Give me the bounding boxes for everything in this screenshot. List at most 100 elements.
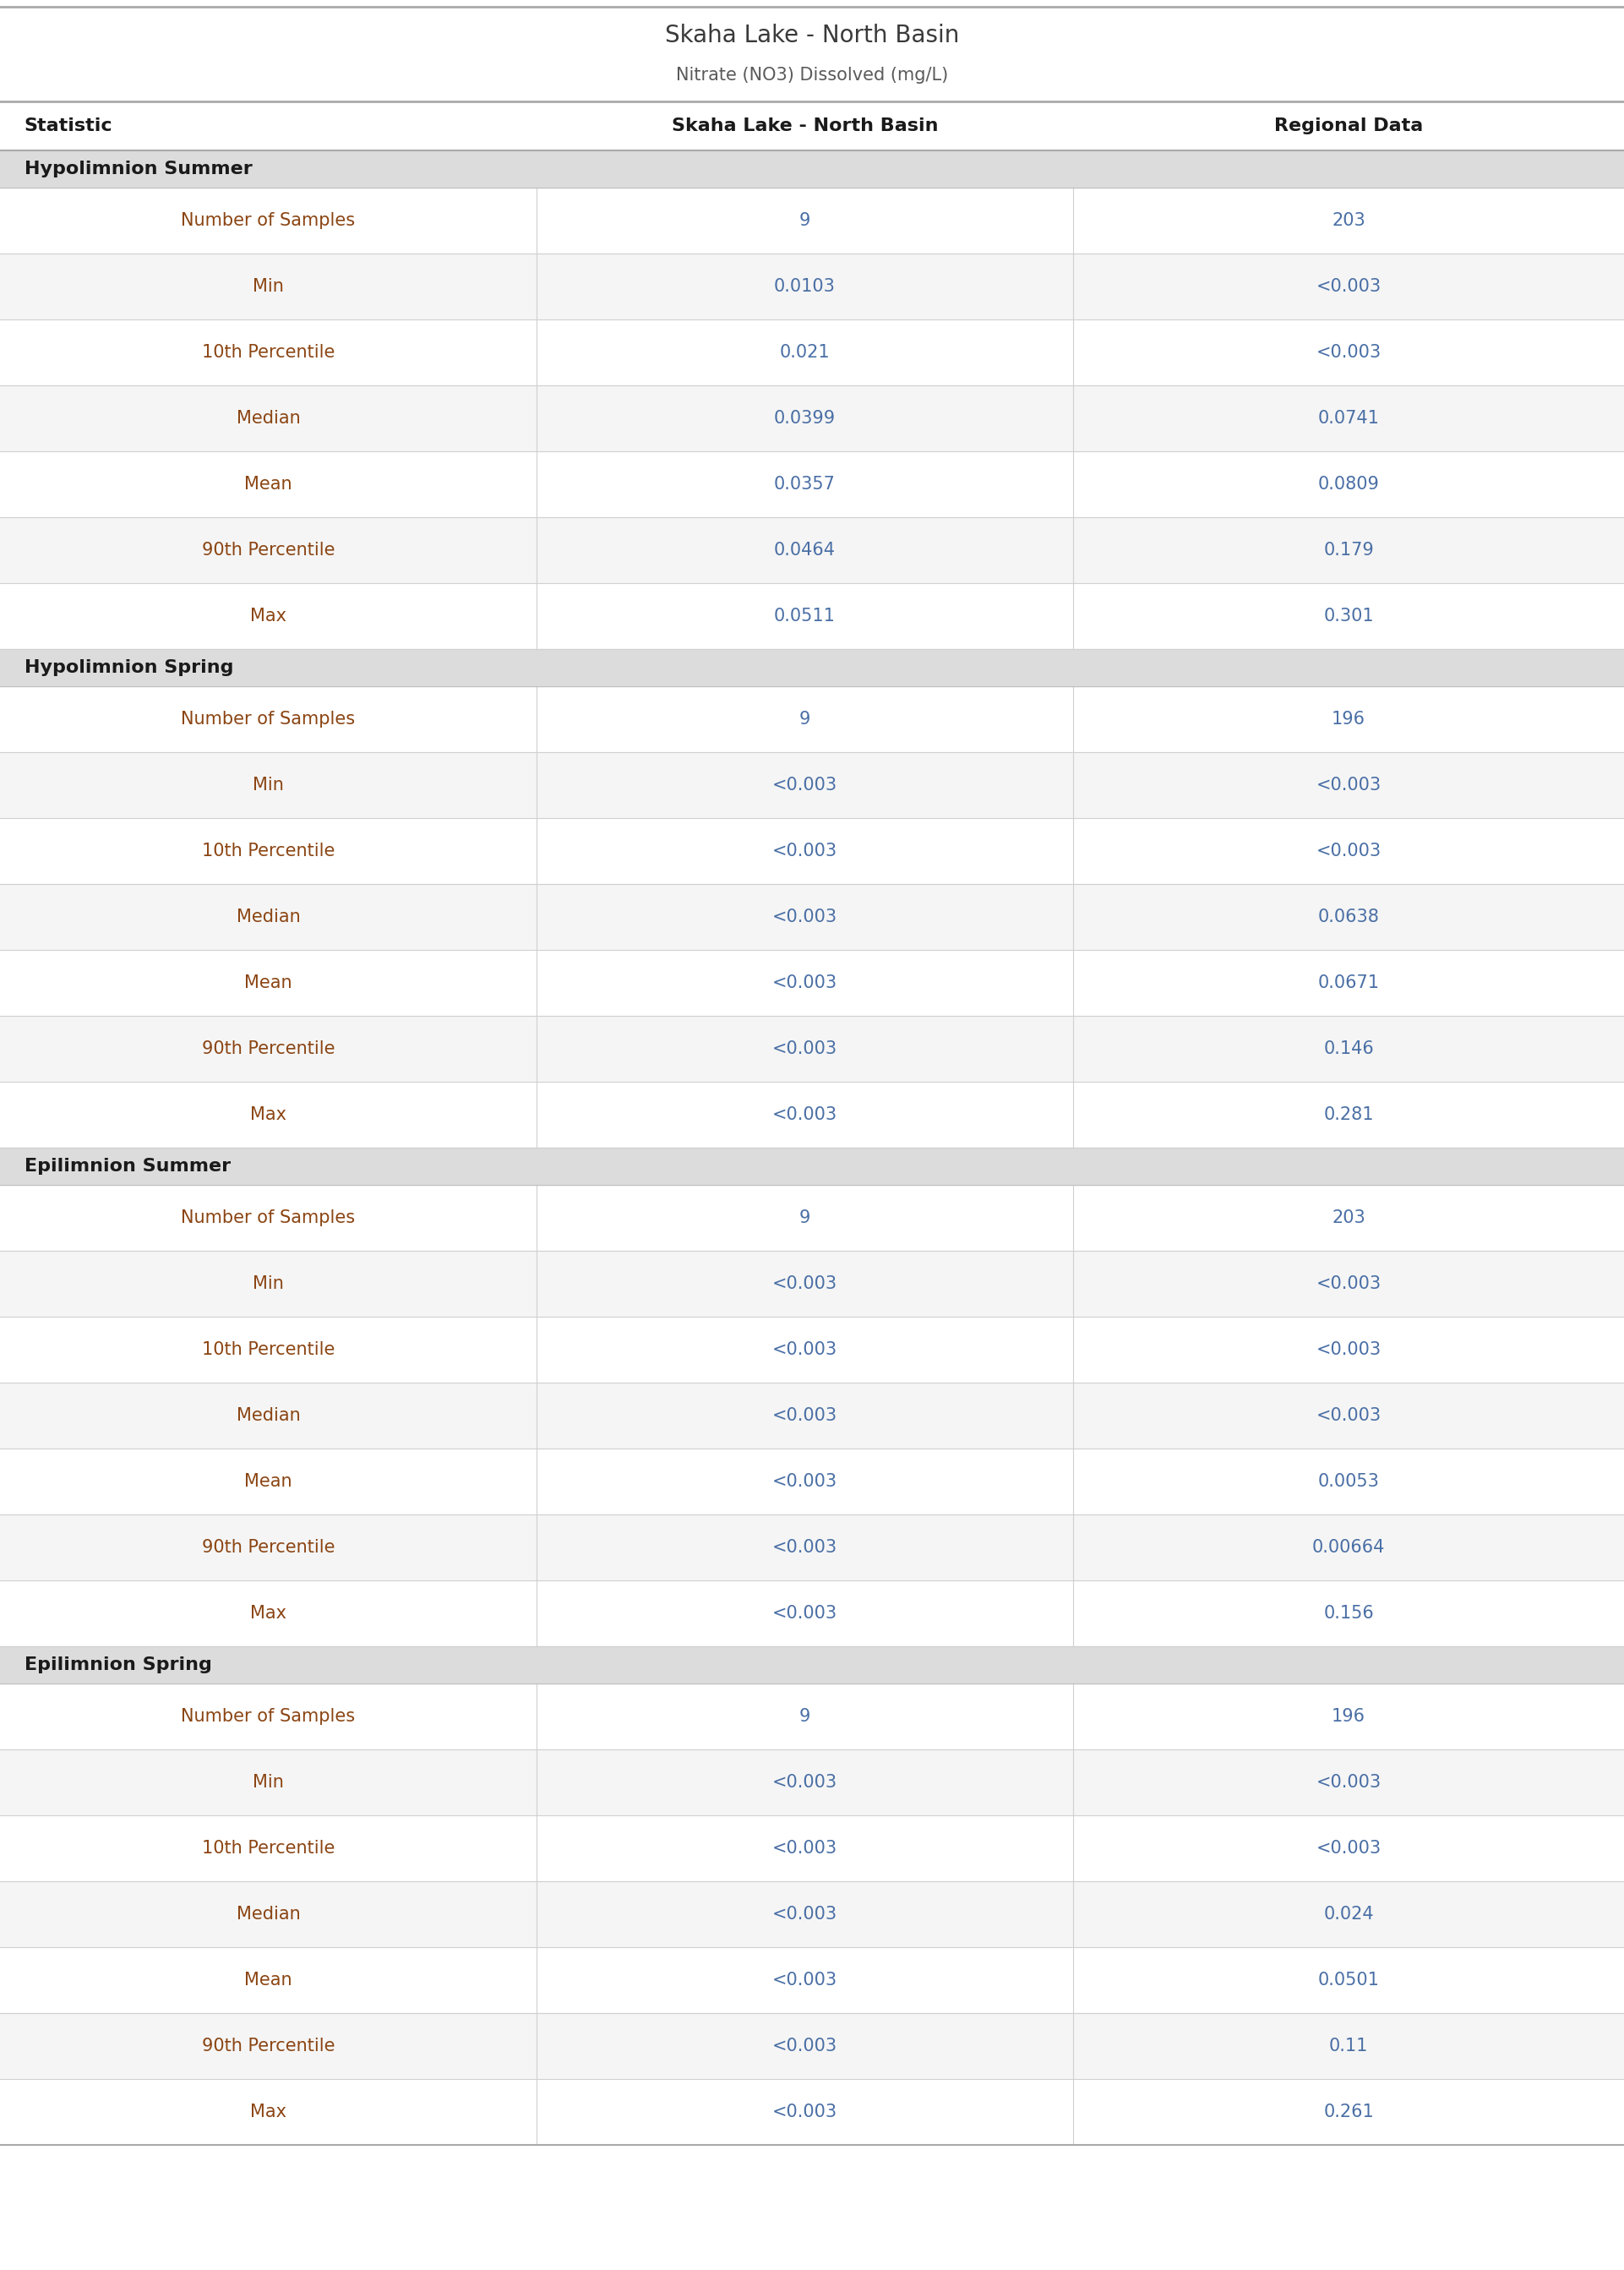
Bar xyxy=(0,2013,1624,2079)
Text: <0.003: <0.003 xyxy=(773,1342,838,1357)
Text: 10th Percentile: 10th Percentile xyxy=(201,1342,335,1357)
Text: 0.0103: 0.0103 xyxy=(775,277,836,295)
Text: <0.003: <0.003 xyxy=(773,1105,838,1124)
Text: 196: 196 xyxy=(1332,1707,1366,1725)
Text: <0.003: <0.003 xyxy=(773,842,838,860)
Text: <0.003: <0.003 xyxy=(773,1276,838,1292)
Bar xyxy=(0,1083,1624,1149)
Text: Number of Samples: Number of Samples xyxy=(182,211,356,229)
Text: Skaha Lake - North Basin: Skaha Lake - North Basin xyxy=(664,23,960,48)
Bar xyxy=(0,254,1624,320)
Text: 10th Percentile: 10th Percentile xyxy=(201,345,335,361)
Text: 196: 196 xyxy=(1332,711,1366,729)
Text: 0.301: 0.301 xyxy=(1324,608,1374,624)
Text: <0.003: <0.003 xyxy=(1315,842,1380,860)
Text: 0.156: 0.156 xyxy=(1324,1605,1374,1621)
Bar xyxy=(0,518,1624,583)
Bar xyxy=(0,883,1624,949)
Text: 0.146: 0.146 xyxy=(1324,1040,1374,1058)
Text: 9: 9 xyxy=(799,1210,810,1226)
Text: 0.179: 0.179 xyxy=(1324,543,1374,558)
Text: 0.281: 0.281 xyxy=(1324,1105,1374,1124)
Text: 90th Percentile: 90th Percentile xyxy=(201,1539,335,1555)
Bar xyxy=(0,150,1624,188)
Text: Max: Max xyxy=(250,1605,286,1621)
Bar xyxy=(0,1017,1624,1083)
Text: <0.003: <0.003 xyxy=(773,1907,838,1923)
Text: Epilimnion Spring: Epilimnion Spring xyxy=(24,1657,211,1673)
Text: 9: 9 xyxy=(799,711,810,729)
Bar xyxy=(0,1580,1624,1646)
Text: 90th Percentile: 90th Percentile xyxy=(201,1040,335,1058)
Bar xyxy=(0,949,1624,1017)
Text: <0.003: <0.003 xyxy=(773,1839,838,1857)
Text: 90th Percentile: 90th Percentile xyxy=(201,2038,335,2054)
Bar xyxy=(0,386,1624,452)
Text: Hypolimnion Spring: Hypolimnion Spring xyxy=(24,658,234,676)
Bar xyxy=(0,583,1624,649)
Text: <0.003: <0.003 xyxy=(1315,1276,1380,1292)
Text: 0.0053: 0.0053 xyxy=(1317,1473,1379,1489)
Text: Median: Median xyxy=(235,1907,300,1923)
Text: <0.003: <0.003 xyxy=(773,1773,838,1791)
Text: Regional Data: Regional Data xyxy=(1275,118,1423,134)
Text: <0.003: <0.003 xyxy=(773,776,838,794)
Bar xyxy=(0,1185,1624,1251)
Text: Mean: Mean xyxy=(244,1473,292,1489)
Bar xyxy=(0,1251,1624,1317)
Bar xyxy=(0,817,1624,883)
Text: Statistic: Statistic xyxy=(24,118,112,134)
Text: <0.003: <0.003 xyxy=(1315,1839,1380,1857)
Text: 0.0671: 0.0671 xyxy=(1317,974,1379,992)
Text: <0.003: <0.003 xyxy=(773,2104,838,2120)
Text: 0.11: 0.11 xyxy=(1328,2038,1367,2054)
Text: Hypolimnion Summer: Hypolimnion Summer xyxy=(24,161,252,177)
Bar xyxy=(0,320,1624,386)
Text: Mean: Mean xyxy=(244,1973,292,1989)
Text: 90th Percentile: 90th Percentile xyxy=(201,543,335,558)
Text: <0.003: <0.003 xyxy=(773,1473,838,1489)
Text: Max: Max xyxy=(250,1105,286,1124)
Text: Skaha Lake - North Basin: Skaha Lake - North Basin xyxy=(672,118,939,134)
Text: 0.021: 0.021 xyxy=(780,345,830,361)
Text: 0.0809: 0.0809 xyxy=(1317,477,1379,493)
Text: Median: Median xyxy=(235,1407,300,1423)
Text: <0.003: <0.003 xyxy=(773,2038,838,2054)
Text: <0.003: <0.003 xyxy=(1315,1407,1380,1423)
Text: Min: Min xyxy=(253,1773,284,1791)
Text: <0.003: <0.003 xyxy=(773,1539,838,1555)
Bar xyxy=(0,2079,1624,2145)
Text: Min: Min xyxy=(253,776,284,794)
Text: Nitrate (NO3) Dissolved (mg/L): Nitrate (NO3) Dissolved (mg/L) xyxy=(676,66,948,84)
Bar xyxy=(0,1448,1624,1514)
Text: 0.00664: 0.00664 xyxy=(1312,1539,1385,1555)
Text: Mean: Mean xyxy=(244,477,292,493)
Bar xyxy=(0,649,1624,686)
Text: Min: Min xyxy=(253,277,284,295)
Text: Number of Samples: Number of Samples xyxy=(182,711,356,729)
Text: Median: Median xyxy=(235,908,300,926)
Text: Max: Max xyxy=(250,608,286,624)
Text: <0.003: <0.003 xyxy=(773,908,838,926)
Text: <0.003: <0.003 xyxy=(1315,776,1380,794)
Text: 9: 9 xyxy=(799,211,810,229)
Text: Number of Samples: Number of Samples xyxy=(182,1707,356,1725)
Text: 0.0511: 0.0511 xyxy=(775,608,836,624)
Text: 10th Percentile: 10th Percentile xyxy=(201,842,335,860)
Bar xyxy=(0,751,1624,817)
Bar xyxy=(0,1149,1624,1185)
Text: <0.003: <0.003 xyxy=(773,1973,838,1989)
Text: 0.0501: 0.0501 xyxy=(1317,1973,1379,1989)
Text: <0.003: <0.003 xyxy=(1315,1773,1380,1791)
Text: <0.003: <0.003 xyxy=(773,974,838,992)
Text: 203: 203 xyxy=(1332,1210,1366,1226)
Bar xyxy=(0,1882,1624,1948)
Bar xyxy=(0,1750,1624,1816)
Text: <0.003: <0.003 xyxy=(773,1407,838,1423)
Text: 0.0399: 0.0399 xyxy=(775,411,836,427)
Bar xyxy=(0,1382,1624,1448)
Text: 0.0638: 0.0638 xyxy=(1317,908,1379,926)
Text: Median: Median xyxy=(235,411,300,427)
Text: 0.0357: 0.0357 xyxy=(775,477,836,493)
Text: <0.003: <0.003 xyxy=(1315,345,1380,361)
